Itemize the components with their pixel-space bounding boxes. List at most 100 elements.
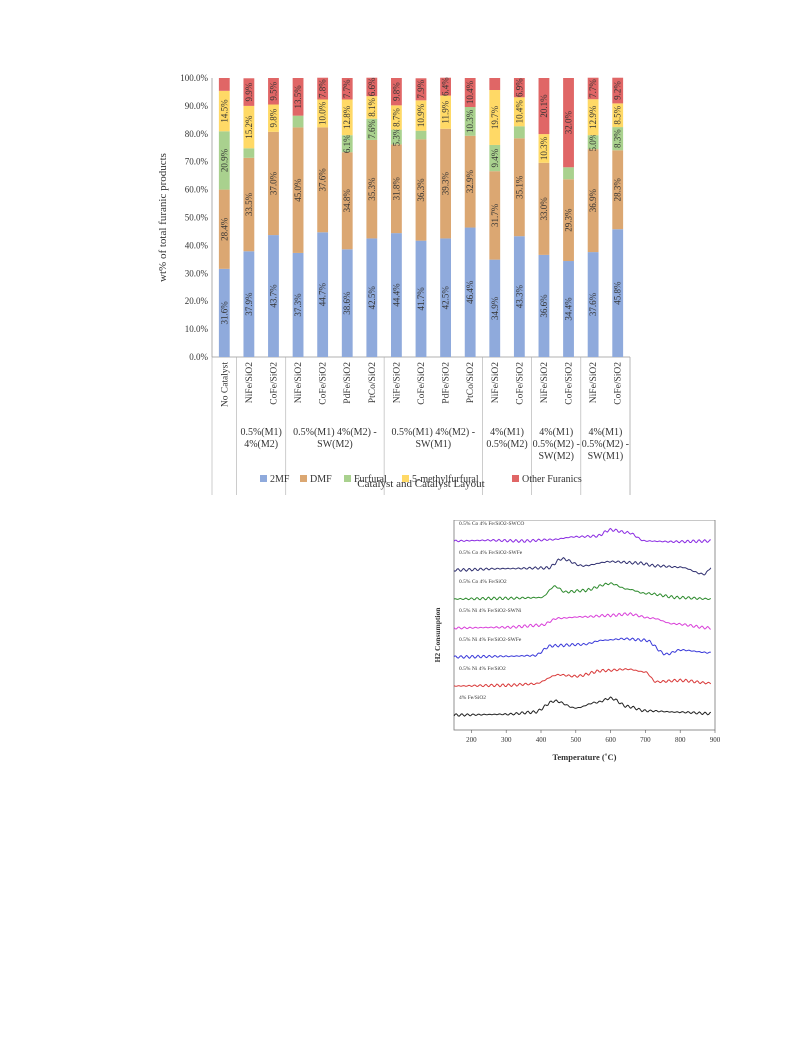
x-tick-label: NiFe/SiO2 (491, 362, 501, 403)
bar-segment (464, 78, 476, 108)
bar-segment (563, 167, 574, 180)
bar-segment (440, 128, 451, 239)
x-tick-label: CoFe/SiO2 (417, 362, 427, 405)
bar-segment (415, 139, 427, 241)
bar-segment (612, 77, 624, 104)
bar-segment (612, 127, 624, 151)
data-label: 28.3% (613, 178, 623, 202)
data-label: 6.6% (367, 77, 377, 96)
data-label: 13.5% (293, 85, 303, 109)
data-label: 31.7% (490, 203, 500, 227)
bar-segment (489, 89, 501, 145)
data-label: 46.4% (465, 280, 475, 304)
bar-segment (563, 179, 574, 262)
x-tick-label: PdFe/SiO2 (442, 362, 452, 404)
bar-segment (341, 135, 353, 153)
data-label: 33.5% (244, 192, 254, 216)
data-label: 28.4% (219, 217, 229, 241)
bar-segment (489, 78, 501, 90)
x-tick-label: 500 (571, 736, 582, 744)
data-label: 8.1% (367, 98, 377, 117)
series-label: 4% Fe/SiO2 (459, 695, 486, 701)
bar-segment (464, 227, 476, 357)
bar-segment (415, 100, 427, 131)
group-label: 0.5%(M2) (486, 439, 527, 450)
x-tick-label: CoFe/SiO2 (269, 362, 279, 405)
y-tick-label: 70.0% (185, 157, 209, 167)
data-label: 35.1% (514, 175, 524, 199)
bar-segment (513, 78, 525, 98)
y-tick-label: 60.0% (185, 185, 209, 195)
bar-segment (268, 235, 279, 357)
bar-segment (366, 77, 378, 97)
data-label: 7.9% (416, 79, 426, 98)
data-label: 6.1% (342, 134, 352, 153)
data-label: 12.8% (342, 105, 352, 129)
bar-segment (415, 78, 427, 101)
data-label: 7.8% (318, 79, 328, 98)
group-label: SW(M2) (538, 451, 574, 462)
y-axis-title: wt% of total furanic products (157, 153, 169, 282)
bar-segment (489, 259, 501, 357)
bar-segment (587, 77, 599, 100)
data-label: 39.3% (441, 171, 451, 195)
group-label: 0.5%(M1) 4%(M2) - (293, 427, 377, 438)
x-tick-label: 700 (640, 736, 651, 744)
bar-segment (317, 77, 329, 100)
bar-segment (464, 135, 476, 228)
series-line (453, 582, 711, 601)
x-tick-label: NiFe/SiO2 (540, 362, 550, 403)
group-label: 4%(M2) (244, 439, 278, 450)
data-label: 8.3% (613, 129, 623, 148)
data-label: 37.6% (588, 292, 598, 316)
legend-swatch (300, 475, 307, 482)
bar-segment (612, 229, 624, 357)
bar-segment (440, 95, 451, 129)
bar-segment (513, 138, 525, 237)
bar-segment (292, 127, 304, 253)
bar-segment (612, 103, 624, 128)
bar-segment (341, 249, 353, 357)
bar-segment (513, 126, 525, 139)
data-label: 12.9% (588, 105, 598, 129)
data-label: 14.5% (219, 99, 229, 123)
y-tick-label: 40.0% (185, 240, 209, 250)
data-label: 31.6% (219, 301, 229, 325)
bar-segment (366, 238, 378, 357)
data-label: 10.9% (416, 103, 426, 127)
stacked-bar-chart: 0.0% 10.0% 20.0% 30.0% 40.0% 50.0% 60.0% 70.0% 8… (157, 73, 631, 495)
data-label: 42.5% (441, 286, 451, 310)
data-label: 37.6% (318, 168, 328, 192)
group-label: 4%(M1) (490, 427, 524, 438)
y-tick-label: 30.0% (185, 268, 209, 278)
x-tick-label: NiFe/SiO2 (245, 362, 255, 403)
x-tick-label: NiFe/SiO2 (589, 362, 599, 403)
data-label: 33.0% (539, 197, 549, 221)
bar-segment (317, 99, 329, 128)
series-line (453, 527, 711, 544)
data-label: 5.3% (391, 127, 401, 146)
bar-segment (440, 77, 451, 96)
bar-segment (587, 252, 599, 357)
bar-segment (243, 157, 255, 252)
data-label: 41.7% (416, 287, 426, 311)
data-label: 8.5% (613, 105, 623, 124)
series-line (453, 668, 712, 688)
bar-segment (513, 236, 525, 357)
data-label: 43.3% (514, 284, 524, 308)
data-label: 10.4% (465, 80, 475, 104)
bar-segment (218, 90, 230, 132)
x-tick-label: No Catalyst (220, 362, 230, 407)
bar-segment (489, 144, 501, 172)
bar-segment (268, 131, 279, 236)
legend-swatch (260, 475, 267, 482)
bar-segment (218, 131, 230, 190)
y-tick-label: 50.0% (185, 213, 209, 223)
x-axis-title: Temperature (˚C) (553, 752, 617, 762)
data-label: 10.0% (318, 101, 328, 125)
x-tick-label: 300 (501, 736, 512, 744)
data-label: 20.1% (539, 94, 549, 118)
group-label: 0.5%(M2) - (533, 439, 580, 450)
bar-segment (218, 78, 230, 91)
bar-segment (341, 78, 353, 100)
